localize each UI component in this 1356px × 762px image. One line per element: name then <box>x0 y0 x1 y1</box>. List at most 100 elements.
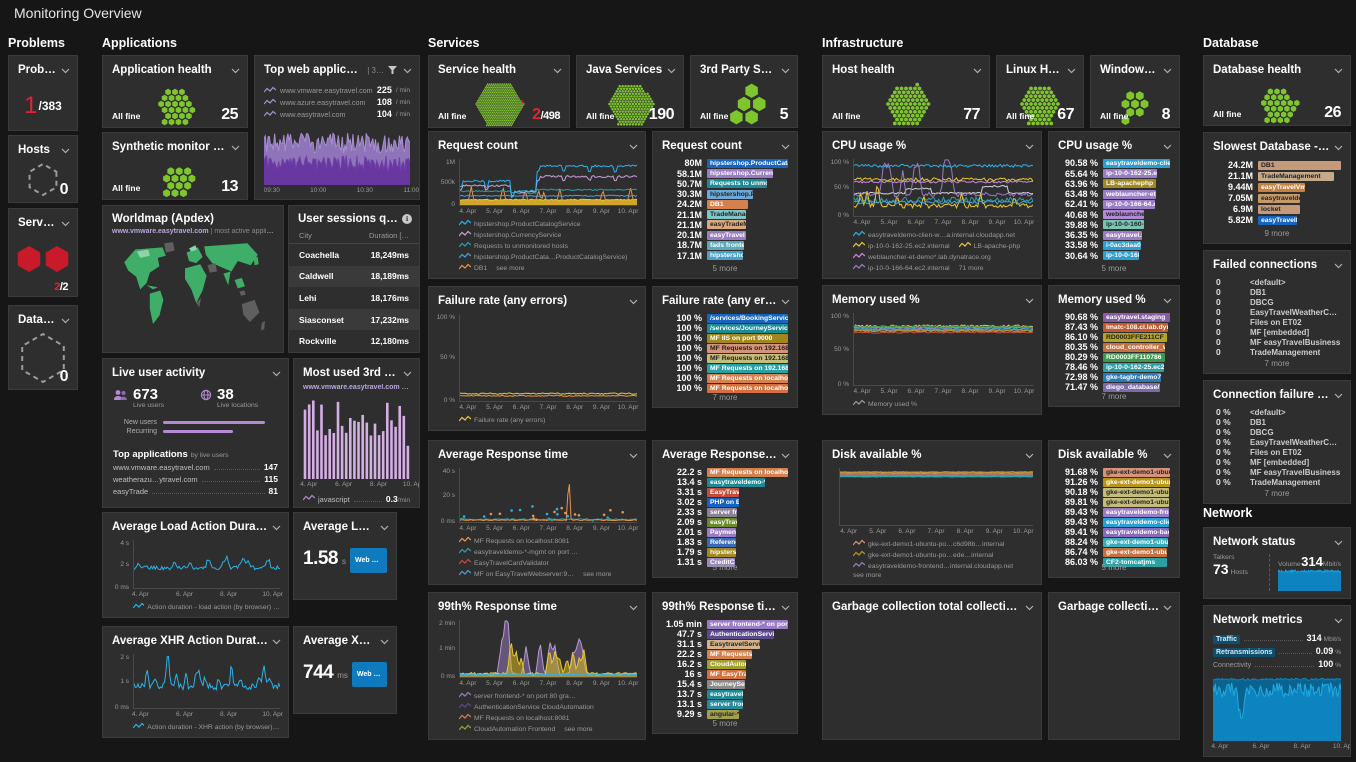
tile-most-used-3rd-parties[interactable]: Most used 3rd parties www.vmware.easytrav… <box>293 358 420 508</box>
metric-chip[interactable]: weblauncher-demo.c… <box>1103 210 1144 220</box>
tile-connection-failure-rate[interactable]: Connection failure rate 0 % <default> 0 % DB… <box>1203 380 1351 504</box>
chevron-down-icon[interactable] <box>1334 61 1343 79</box>
list-item[interactable]: 6.9M locket <box>1213 204 1341 214</box>
table-row[interactable]: Caldwell 18,189ms <box>289 265 419 288</box>
metric-chip[interactable]: cloud_controller_work… <box>1103 342 1165 352</box>
metric-chip[interactable]: server frontend-* on port 80 pr… <box>707 507 737 517</box>
legend-item[interactable]: DB1 <box>459 263 487 273</box>
legend-item[interactable]: LB-apache-php <box>958 241 1020 251</box>
metric-chip[interactable]: MF Requests on 192.168.82.245:70 <box>707 363 788 373</box>
tile-network-status[interactable]: Network status Talkers 73 Hosts Volume 314 M… <box>1203 527 1351 599</box>
tile-databases-problems[interactable]: Databa… 0 <box>8 305 78 390</box>
list-item[interactable]: 13.1 s server frontend-* on port 80 <box>662 699 788 709</box>
metric-chip[interactable]: weblauncher-et-dem… <box>1103 189 1156 199</box>
chevron-down-icon[interactable] <box>781 598 790 616</box>
tile-linux-hosts[interactable]: Linux Hosts All fine 67 <box>996 55 1084 128</box>
list-item[interactable]: 80M hipstershop.ProductCatalogSe… <box>662 158 788 168</box>
list-item[interactable]: 2.01 s PaymentBackend/PaymentPag… <box>662 527 788 537</box>
chevron-down-icon[interactable] <box>1025 291 1034 309</box>
list-item[interactable]: 58.1M hipstershop.CurrencyService <box>662 169 788 179</box>
tile-average-load-action-duration[interactable]: Average Load Action Duration 4 s 2 s 0 ms 4.… <box>102 512 289 618</box>
list-item[interactable]: 22.2 s MF Requests on localhost:8081 <box>662 467 788 477</box>
list-item[interactable]: www.easytravel.com 104/ min <box>263 108 410 120</box>
application-link[interactable]: www.vmware.easytravel.com <box>303 384 400 391</box>
legend-item[interactable]: Memory used % <box>853 399 917 409</box>
list-item[interactable]: 17.1M hipstershop.CartService (grpc… <box>662 251 788 261</box>
list-item[interactable]: 0 DBCG <box>1213 297 1341 307</box>
table-row[interactable]: Rockville 12,180ms <box>289 330 419 352</box>
list-item[interactable]: 89.81 % gke-ext-demo1-ubunt… <box>1058 497 1170 507</box>
tile-failed-connections[interactable]: Failed connections 0 <default> 0 DB1 0 DBCG 0 Ea… <box>1203 250 1351 374</box>
tile-slowest-database[interactable]: Slowest Database - 99th… 24.2M DB1 21.1M Tra… <box>1203 132 1351 244</box>
list-item[interactable]: 21.1M easyTradeManager <box>662 220 788 230</box>
metric-chip[interactable]: hipstershop.ProductCatalogSe… <box>707 189 754 199</box>
list-item[interactable]: 13.4 s easytraveldemo-*-mgmt on … <box>662 477 788 487</box>
list-item[interactable]: 2.09 s easyTravel Business Backend <box>662 517 788 527</box>
legend-item[interactable]: MF on EasyTravelWebserver:9… <box>459 569 574 579</box>
more-link[interactable]: 5 more <box>712 563 738 572</box>
list-item[interactable]: 65.64 % ip-10-0-162-25.ec2.int… <box>1058 169 1170 179</box>
chevron-down-icon[interactable] <box>1163 446 1172 464</box>
chevron-down-icon[interactable] <box>781 446 790 464</box>
list-item[interactable]: 2.33 s server frontend-* on port 80 pr… <box>662 507 788 517</box>
chevron-down-icon[interactable] <box>61 61 70 79</box>
list-item[interactable]: 15.4 s JourneyService CloudAutom… <box>662 679 788 689</box>
list-item[interactable]: 1.83 s ReferenceSample.Controller.Azure <box>662 537 788 547</box>
list-item[interactable]: 0 % MF easyTravelBusiness <box>1213 467 1341 477</box>
chevron-down-icon[interactable] <box>1163 137 1172 155</box>
list-item[interactable]: 16 s MF EasyTravelWebserver:9079 <box>662 669 788 679</box>
chevron-down-icon[interactable] <box>781 61 790 79</box>
more-link[interactable]: see more <box>496 263 524 273</box>
list-item[interactable]: 31.1 s EasytravelService CloudAuto… <box>662 639 788 649</box>
list-item[interactable]: 91.26 % gke-ext-demo1-ubunt… <box>1058 477 1170 487</box>
more-link[interactable]: 7 more <box>1264 359 1290 368</box>
list-item[interactable]: 0 % EasyTravelWeatherCache <box>1213 437 1341 447</box>
list-item[interactable]: 9.29 s angular-*:80 CloudAutomation <box>662 709 788 719</box>
list-item[interactable]: Retransmissions 0.09% <box>1213 646 1341 659</box>
list-item[interactable]: Traffic 314 Mbit/s <box>1213 633 1341 646</box>
metric-chip[interactable]: MF Requests on 192.168.82.245:25 <box>707 353 788 363</box>
list-item[interactable]: www.vmware.easytravel.com 225/ min <box>263 84 410 96</box>
metric-chip[interactable]: server frontend-* on port 80 … <box>707 619 788 629</box>
list-item[interactable]: weatherazu…ytravel.com 115 <box>113 474 278 486</box>
list-item[interactable]: 0 % TradeManagement <box>1213 477 1341 487</box>
metric-chip[interactable]: ip-10-0-168-115.ec2.int… <box>1103 251 1140 261</box>
list-item[interactable]: 18.7M fads frontend <box>662 240 788 250</box>
list-item[interactable]: 39.88 % ip-10-0-160-201.ec2.in… <box>1058 220 1170 230</box>
chevron-down-icon[interactable] <box>781 137 790 155</box>
tile-application-health[interactable]: Application health All fine 25 <box>102 55 248 128</box>
list-item[interactable]: 100 % MF Requests on localhost:8081 <box>662 373 788 383</box>
list-item[interactable]: 9.44M easyTravelVmware-Business <box>1213 182 1341 192</box>
metric-chip[interactable]: easytraveldemo-back… <box>1103 527 1169 537</box>
tile-live-user-activity[interactable]: Live user activity 673 Live users 38 Live lo… <box>102 358 289 508</box>
metric-chip[interactable]: easytraveldemo-front… <box>1103 507 1169 517</box>
metric-chip[interactable]: easytraveldemo-*-mgmt on … <box>707 477 766 487</box>
list-item[interactable]: 100 % /services/JourneyService/ on po… <box>662 323 788 333</box>
tile-user-sessions[interactable]: User sessions qu… i City Duration [… Coachel… <box>288 205 420 353</box>
application-link[interactable]: www.vmware.easytravel.com <box>112 228 209 235</box>
list-item[interactable]: 0 % DBCG <box>1213 427 1341 437</box>
tile-memory-used-list[interactable]: Memory used % 90.68 % easytravel.staging 87… <box>1048 285 1180 407</box>
metric-chip[interactable]: /services/BookingService/ on p… <box>707 313 788 323</box>
list-item[interactable]: 90.58 % easytraveldemo-clien… <box>1058 158 1170 168</box>
legend-item[interactable]: Action duration - load action (by browse… <box>133 602 280 612</box>
tile-request-count-list[interactable]: Request count 80M hipstershop.ProductCatal… <box>652 131 798 279</box>
list-item[interactable]: 62.41 % ip-10-0-166-64.ec2.int… <box>1058 199 1170 209</box>
list-item[interactable]: 21.1M TradeManagement <box>1213 171 1341 181</box>
chevron-down-icon[interactable] <box>1025 137 1034 155</box>
chevron-down-icon[interactable] <box>629 292 638 310</box>
list-item[interactable]: 21.1M TradeManagement <box>662 210 788 220</box>
legend-item[interactable]: gke-ext-demo1-ubuntu-po…ede…internal <box>853 550 993 560</box>
legend-item[interactable]: Requests to unmonitored hosts <box>459 241 568 251</box>
metric-chip[interactable]: easyTravelVmware-Business <box>1258 182 1306 192</box>
metric-chip[interactable]: CF2-tomcatjms <box>1103 557 1168 567</box>
metric-chip[interactable]: CloudAutomation Frontend <box>707 659 746 669</box>
list-item[interactable]: 100 % MF Requests on 192.168.82.245:21 <box>662 343 788 353</box>
chevron-down-icon[interactable] <box>1067 61 1076 79</box>
list-item[interactable]: www.azure.easytravel.com 108/ min <box>263 96 410 108</box>
metric-chip[interactable]: gke-ext-demo1-ubunt… <box>1103 467 1170 477</box>
table-row[interactable]: Lehi 18,176ms <box>289 287 419 309</box>
metric-chip[interactable]: easyTravelBusiness CloudAuto… <box>1258 215 1297 225</box>
tile-memory-used-chart[interactable]: Memory used % 100 % 50 % 0 % 4. Apr 5. Apr 6. … <box>822 285 1042 415</box>
legend-item[interactable]: server frontend-* on port 80 gra… <box>459 691 576 701</box>
